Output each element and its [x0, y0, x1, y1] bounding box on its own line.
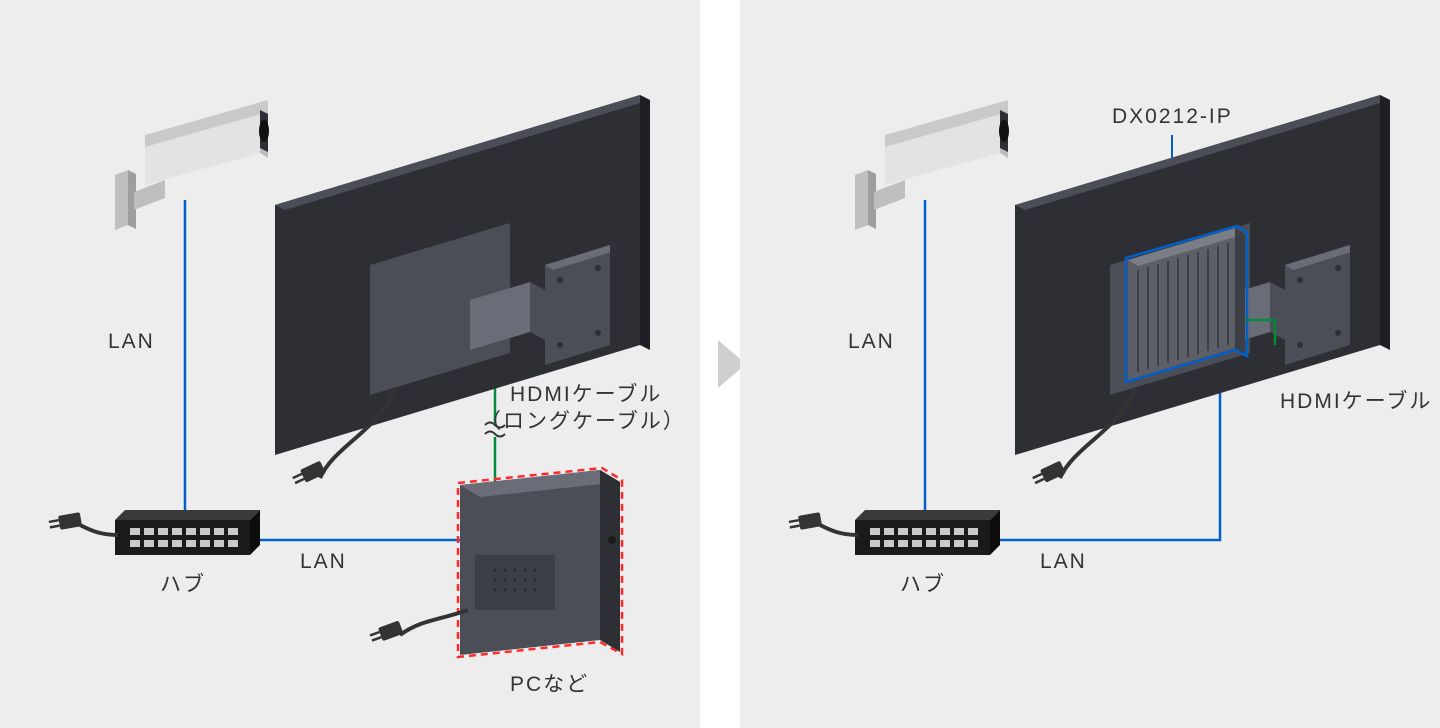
lan-label: LAN	[300, 550, 347, 574]
lan-label: LAN	[848, 330, 895, 354]
camera-icon	[115, 100, 269, 230]
pc-label: PCなど	[510, 668, 589, 698]
hdmi-label: HDMIケーブル	[510, 378, 662, 408]
lan-label: LAN	[108, 330, 155, 354]
after-svg	[740, 0, 1440, 728]
hdmi-label: HDMIケーブル	[1280, 385, 1432, 415]
before-svg	[0, 0, 700, 728]
hub-icon	[788, 510, 1000, 555]
before-panel: LAN LAN ハブ HDMIケーブル （ロングケーブル） PCなど	[0, 0, 700, 728]
camera-icon	[855, 100, 1009, 230]
hub-icon	[48, 510, 260, 555]
pc-icon	[369, 468, 622, 657]
diagram-stage: LAN LAN ハブ HDMIケーブル （ロングケーブル） PCなど	[0, 0, 1440, 728]
hub-label: ハブ	[900, 568, 946, 598]
lan-label: LAN	[1040, 550, 1087, 574]
product-label: DX0212-IP	[1112, 105, 1233, 129]
hub-label: ハブ	[160, 568, 206, 598]
after-panel: LAN LAN ハブ HDMIケーブル DX0212-IP	[740, 0, 1440, 728]
hdmi-long-label: （ロングケーブル）	[480, 405, 686, 435]
